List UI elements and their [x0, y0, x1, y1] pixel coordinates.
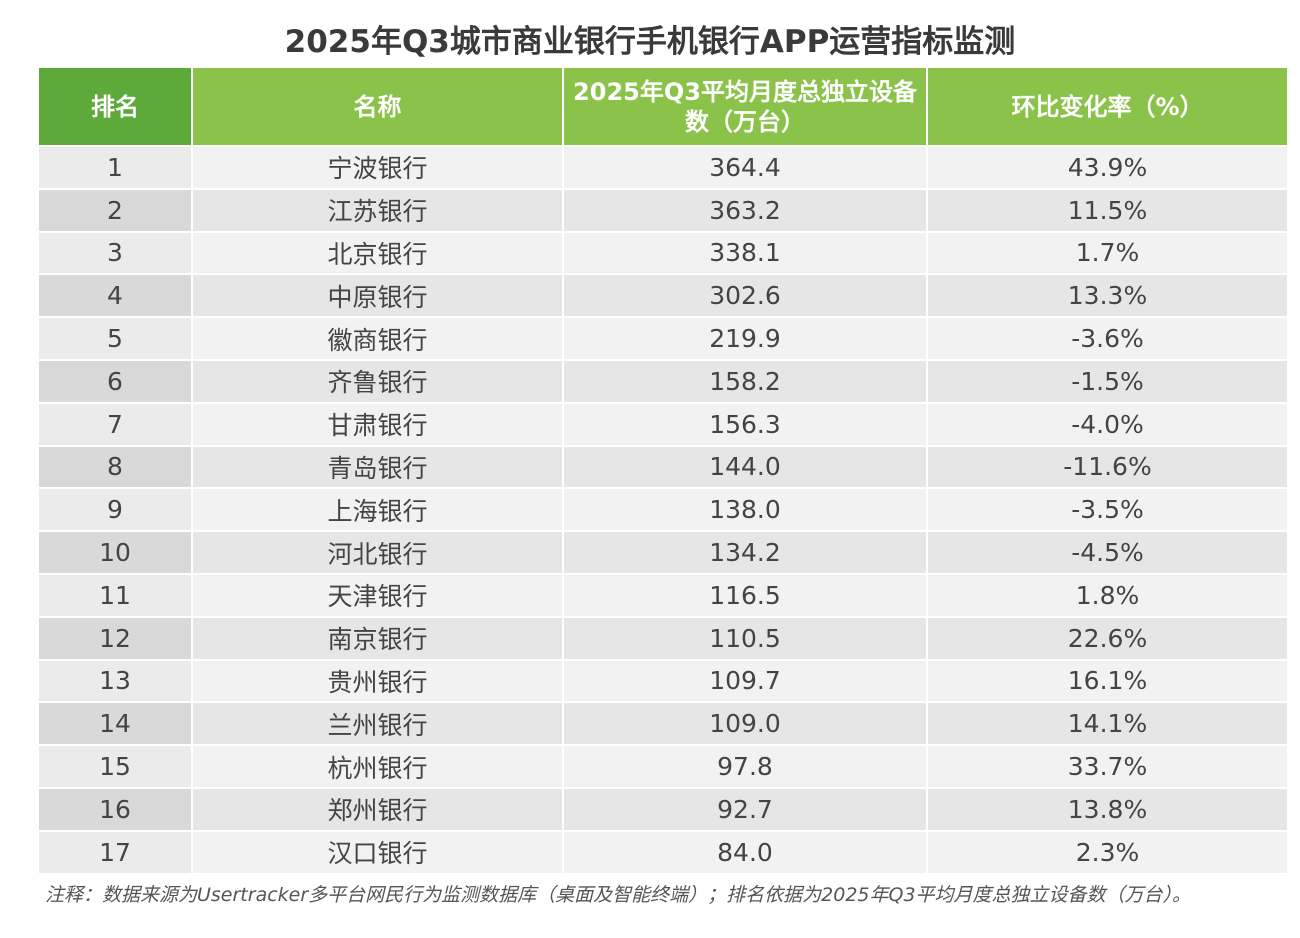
cell-devices: 109.0 [564, 701, 928, 745]
page-title: 2025年Q3城市商业银行手机银行APP运营指标监测 [284, 24, 1016, 60]
cell-bank-name: 兰州银行 [193, 701, 564, 745]
cell-change: -4.0% [928, 401, 1287, 445]
cell-devices: 138.0 [564, 487, 928, 531]
table-row: 12 南京银行 110.5 22.6% [39, 615, 1287, 659]
cell-change: 14.1% [928, 701, 1287, 745]
cell-change: 2.3% [928, 829, 1287, 873]
cell-bank-name: 中原银行 [193, 273, 564, 317]
cell-bank-name: 江苏银行 [193, 187, 564, 231]
table-row: 4 中原银行 302.6 13.3% [39, 273, 1287, 317]
cell-devices: 302.6 [564, 273, 928, 317]
cell-bank-name: 上海银行 [193, 487, 564, 531]
table-row: 14 兰州银行 109.0 14.1% [39, 701, 1287, 745]
header-devices: 2025年Q3平均月度总独立设备数（万台） [564, 68, 928, 145]
cell-devices: 158.2 [564, 358, 928, 402]
cell-devices: 364.4 [564, 145, 928, 188]
table-row: 6 齐鲁银行 158.2 -1.5% [39, 358, 1287, 402]
table-row: 10 河北银行 134.2 -4.5% [39, 530, 1287, 573]
cell-change: -1.5% [928, 358, 1287, 402]
cell-bank-name: 青岛银行 [193, 444, 564, 488]
header-rank: 排名 [39, 68, 193, 145]
cell-change: 1.7% [928, 230, 1287, 274]
cell-devices: 338.1 [564, 230, 928, 274]
cell-change: -3.5% [928, 487, 1287, 531]
cell-devices: 363.2 [564, 187, 928, 231]
cell-bank-name: 徽商银行 [193, 316, 564, 359]
cell-bank-name: 宁波银行 [193, 145, 564, 188]
cell-bank-name: 杭州银行 [193, 744, 564, 787]
header-name: 名称 [193, 68, 564, 145]
cell-rank: 5 [39, 316, 193, 359]
cell-bank-name: 郑州银行 [193, 786, 564, 830]
cell-devices: 97.8 [564, 744, 928, 787]
cell-rank: 16 [39, 786, 193, 830]
cell-devices: 134.2 [564, 530, 928, 573]
cell-bank-name: 河北银行 [193, 530, 564, 573]
table-body: 1 宁波银行 364.4 43.9% 2 江苏银行 363.2 11.5% 3 北京银行 338.1… [39, 145, 1287, 873]
cell-devices: 116.5 [564, 572, 928, 616]
cell-devices: 219.9 [564, 316, 928, 359]
cell-rank: 15 [39, 744, 193, 787]
cell-change: 13.3% [928, 273, 1287, 317]
cell-bank-name: 南京银行 [193, 615, 564, 659]
cell-rank: 11 [39, 572, 193, 616]
cell-change: -11.6% [928, 444, 1287, 488]
cell-bank-name: 齐鲁银行 [193, 358, 564, 402]
table-row: 9 上海银行 138.0 -3.5% [39, 487, 1287, 531]
cell-change: 11.5% [928, 187, 1287, 231]
cell-rank: 8 [39, 444, 193, 488]
table-row: 11 天津银行 116.5 1.8% [39, 572, 1287, 616]
table-row: 13 贵州银行 109.7 16.1% [39, 658, 1287, 702]
table-row: 17 汉口银行 84.0 2.3% [39, 829, 1287, 873]
footnote: 注释：数据来源为Usertracker多平台网民行为监测数据库（桌面及智能终端）… [45, 884, 1192, 906]
cell-devices: 84.0 [564, 829, 928, 873]
cell-bank-name: 汉口银行 [193, 829, 564, 873]
cell-rank: 9 [39, 487, 193, 531]
cell-rank: 6 [39, 358, 193, 402]
table-row: 3 北京银行 338.1 1.7% [39, 230, 1287, 274]
cell-devices: 156.3 [564, 401, 928, 445]
cell-rank: 17 [39, 829, 193, 873]
cell-rank: 1 [39, 145, 193, 188]
cell-devices: 144.0 [564, 444, 928, 488]
cell-bank-name: 贵州银行 [193, 658, 564, 702]
cell-devices: 92.7 [564, 786, 928, 830]
cell-devices: 109.7 [564, 658, 928, 702]
cell-devices: 110.5 [564, 615, 928, 659]
ranking-table: 排名 名称 2025年Q3平均月度总独立设备数（万台） 环比变化率（%） 1 宁波… [39, 68, 1287, 873]
cell-rank: 3 [39, 230, 193, 274]
cell-bank-name: 甘肃银行 [193, 401, 564, 445]
table-row: 15 杭州银行 97.8 33.7% [39, 744, 1287, 787]
cell-bank-name: 北京银行 [193, 230, 564, 274]
table-row: 16 郑州银行 92.7 13.8% [39, 786, 1287, 830]
cell-rank: 7 [39, 401, 193, 445]
cell-change: 43.9% [928, 145, 1287, 188]
cell-rank: 10 [39, 530, 193, 573]
cell-change: 22.6% [928, 615, 1287, 659]
cell-rank: 14 [39, 701, 193, 745]
cell-change: 33.7% [928, 744, 1287, 787]
cell-change: -4.5% [928, 530, 1287, 573]
cell-rank: 12 [39, 615, 193, 659]
cell-rank: 13 [39, 658, 193, 702]
cell-rank: 4 [39, 273, 193, 317]
cell-change: 1.8% [928, 572, 1287, 616]
table-row: 8 青岛银行 144.0 -11.6% [39, 444, 1287, 488]
table-row: 1 宁波银行 364.4 43.9% [39, 145, 1287, 188]
table-row: 7 甘肃银行 156.3 -4.0% [39, 401, 1287, 445]
table-row: 5 徽商银行 219.9 -3.6% [39, 316, 1287, 359]
cell-change: 16.1% [928, 658, 1287, 702]
table-row: 2 江苏银行 363.2 11.5% [39, 187, 1287, 231]
cell-change: -3.6% [928, 316, 1287, 359]
header-change: 环比变化率（%） [928, 68, 1287, 145]
cell-bank-name: 天津银行 [193, 572, 564, 616]
cell-rank: 2 [39, 187, 193, 231]
cell-change: 13.8% [928, 786, 1287, 830]
table-header-row: 排名 名称 2025年Q3平均月度总独立设备数（万台） 环比变化率（%） [39, 68, 1287, 145]
